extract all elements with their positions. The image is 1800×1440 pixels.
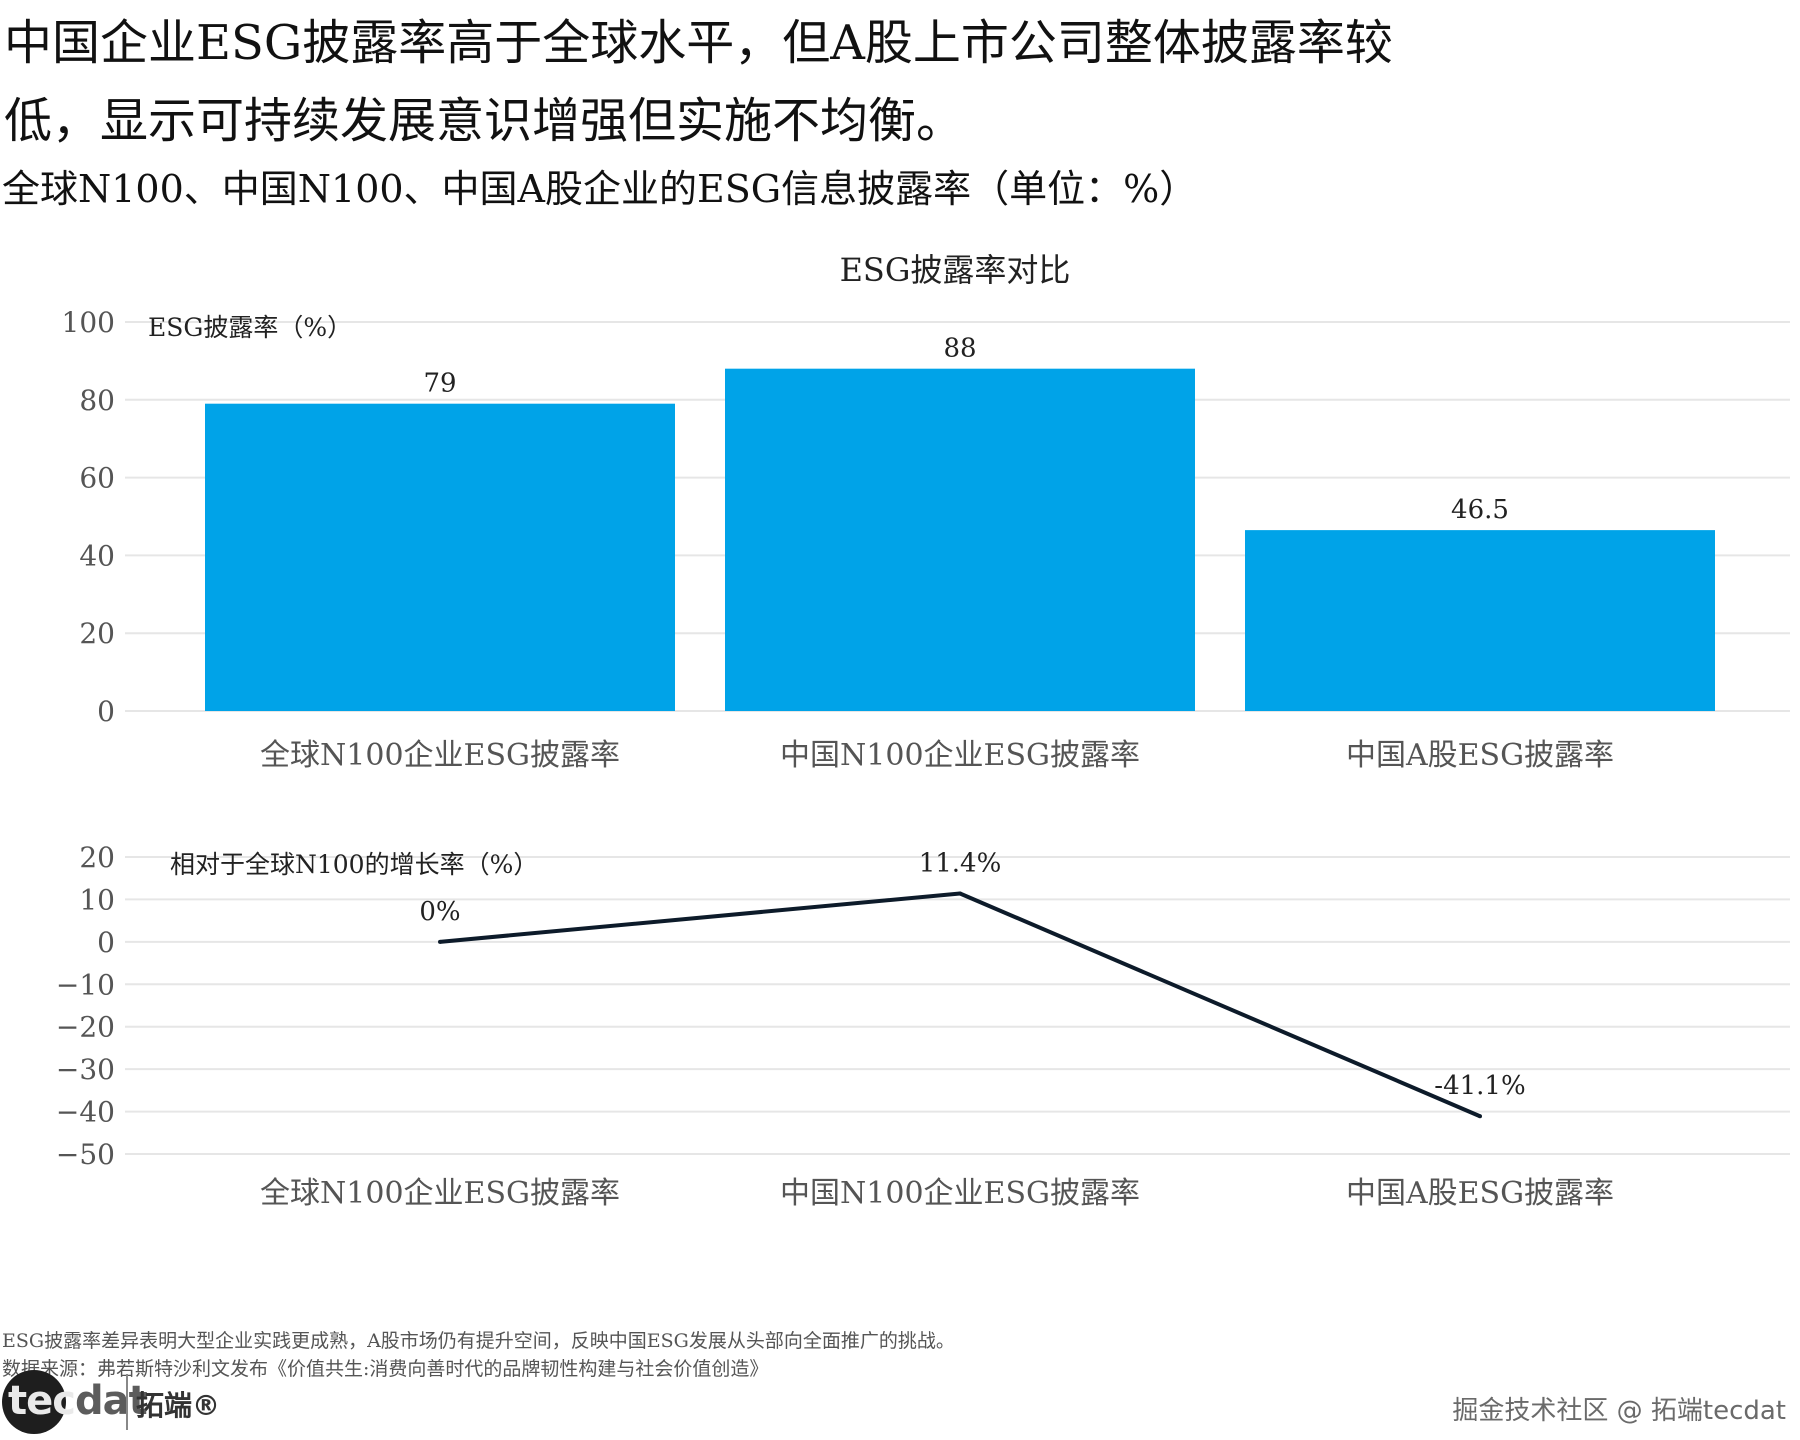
line-y-tick-label: 10 xyxy=(79,883,115,916)
bar-y-tick-label: 60 xyxy=(79,462,115,495)
bar-chart: ESG披露率对比 0 20 40 60 80 100 ESG披露率（%） 79 88 46.5… xyxy=(62,251,1790,773)
line-chart-ylabel: 相对于全球N100的增长率（%） xyxy=(170,850,538,879)
bar-y-tick-label: 40 xyxy=(79,539,115,572)
logo-word-dat: dat xyxy=(74,1378,148,1424)
line-data-label: 0% xyxy=(419,897,460,927)
logo-circle xyxy=(2,1370,66,1434)
line-chart-data-labels: 0% 11.4% -41.1% xyxy=(419,848,1525,1101)
bar-chart-x-ticks: 全球N100企业ESG披露率 中国N100企业ESG披露率 中国A股ESG披露率 xyxy=(260,738,1614,773)
bar-y-tick-label: 20 xyxy=(79,617,115,650)
tecdat-logo: tecdat 拓端® xyxy=(2,1370,232,1434)
logo-divider xyxy=(126,1374,128,1430)
source-note: 数据来源：弗若斯特沙利文发布《价值共生:消费向善时代的品牌韧性构建与社会价值创造… xyxy=(2,1358,769,1380)
line-y-tick-label: 20 xyxy=(79,841,115,874)
bar-y-tick-label: 80 xyxy=(79,384,115,417)
bar-chart-data-labels: 79 88 46.5 xyxy=(423,334,1508,525)
subtitle: 全球N100、中国N100、中国A股企业的ESG信息披露率（单位：%） xyxy=(2,167,1198,211)
bar xyxy=(725,368,1195,711)
bar-x-tick-label: 中国A股ESG披露率 xyxy=(1346,738,1614,773)
footnote: ESG披露率差异表明大型企业实践更成熟，A股市场仍有提升空间，反映中国ESG发展… xyxy=(2,1330,955,1352)
bar-data-label: 46.5 xyxy=(1451,495,1509,525)
line-chart-x-ticks: 全球N100企业ESG披露率 中国N100企业ESG披露率 中国A股ESG披露率 xyxy=(260,1176,1614,1211)
bar xyxy=(205,403,675,711)
line-y-tick-label: −20 xyxy=(56,1011,115,1044)
line-y-tick-label: −30 xyxy=(56,1053,115,1086)
bar-x-tick-label: 中国N100企业ESG披露率 xyxy=(780,738,1140,773)
logo-chinese-name: 拓端® xyxy=(136,1389,221,1422)
bar-data-label: 79 xyxy=(423,369,456,399)
bar-chart-ylabel: ESG披露率（%） xyxy=(148,313,352,342)
bar-x-tick-label: 全球N100企业ESG披露率 xyxy=(260,738,620,773)
line-point xyxy=(958,891,962,896)
line-y-tick-label: −40 xyxy=(56,1096,115,1129)
bar-data-label: 88 xyxy=(943,334,976,364)
bar xyxy=(1245,530,1715,711)
logo-wordmark: tecdat xyxy=(8,1378,148,1424)
line-point xyxy=(1478,1114,1482,1119)
line-chart-gridlines xyxy=(125,856,1790,1155)
line-data-label: 11.4% xyxy=(919,848,1002,878)
line-x-tick-label: 中国A股ESG披露率 xyxy=(1346,1176,1614,1211)
bar-y-tick-label: 100 xyxy=(62,306,115,339)
bar-chart-y-ticks: 0 20 40 60 80 100 xyxy=(62,306,115,728)
watermark: 掘金技术社区 @ 拓端tecdat xyxy=(1452,1396,1786,1426)
line-y-tick-label: 0 xyxy=(97,926,115,959)
line-point xyxy=(438,939,442,944)
line-series-path xyxy=(439,891,1481,1119)
line-y-tick-label: −10 xyxy=(56,968,115,1001)
line-y-tick-label: −50 xyxy=(56,1138,115,1171)
headline: 中国企业ESG披露率高于全球水平，但A股上市公司整体披露率较低，显示可持续发展意… xyxy=(4,15,1393,149)
bar-y-tick-label: 0 xyxy=(97,695,115,728)
line-x-tick-label: 全球N100企业ESG披露率 xyxy=(260,1176,620,1211)
bar-chart-bars xyxy=(205,368,1715,711)
line-data-label: -41.1% xyxy=(1434,1071,1525,1101)
line-chart-y-ticks: −50 −40 −30 −20 −10 0 10 20 xyxy=(56,841,115,1171)
logo-word-tec: tec xyxy=(8,1378,76,1424)
bar-chart-title: ESG披露率对比 xyxy=(840,251,1071,289)
line-chart-series xyxy=(438,891,1482,1119)
line-x-tick-label: 中国N100企业ESG披露率 xyxy=(780,1176,1140,1211)
